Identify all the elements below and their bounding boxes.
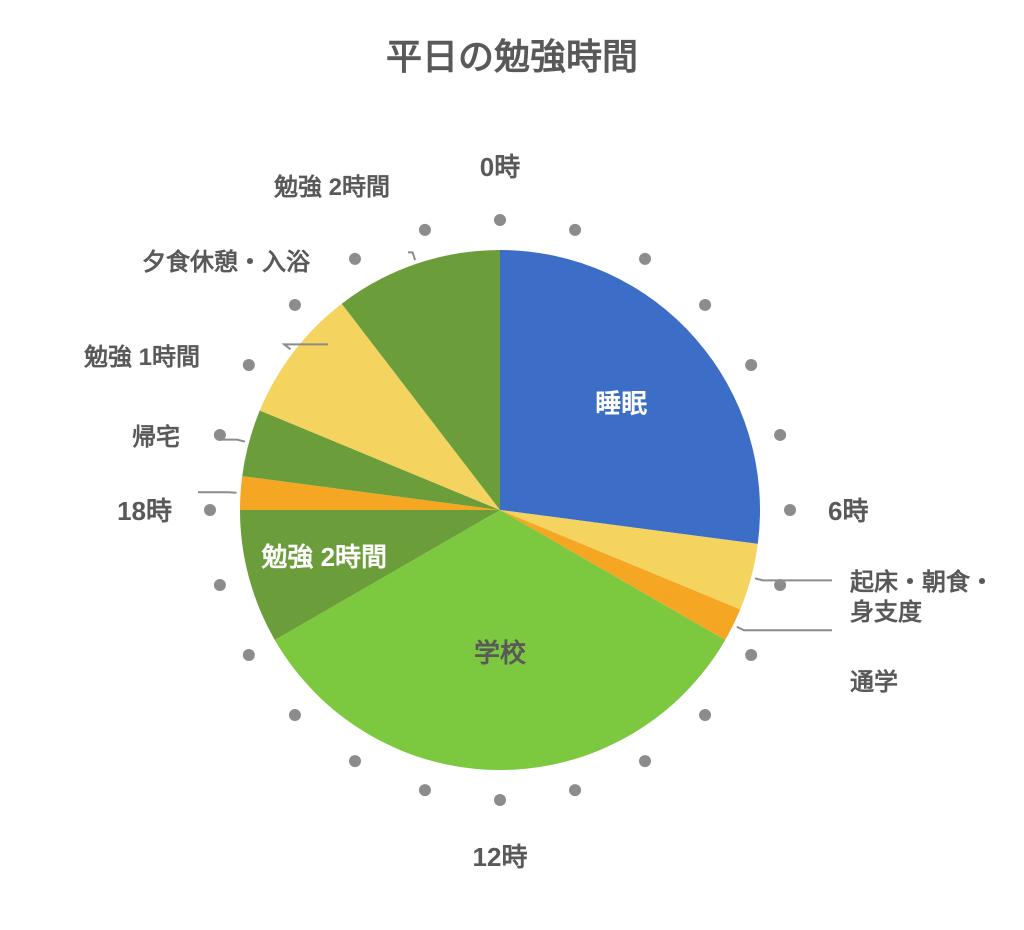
clock-tick-dot bbox=[214, 579, 226, 591]
clock-tick-dot bbox=[204, 504, 216, 516]
callout-label-wake: 起床・朝食・身支度 bbox=[849, 568, 994, 626]
leader-line-commute bbox=[737, 627, 832, 631]
clock-hour-label: 12時 bbox=[473, 842, 528, 872]
clock-tick-dot bbox=[569, 224, 581, 236]
clock-tick-dot bbox=[494, 794, 506, 806]
clock-tick-dot bbox=[419, 784, 431, 796]
callout-label-study-2h-b: 勉強 2時間 bbox=[273, 173, 390, 201]
clock-tick-dot bbox=[639, 253, 651, 265]
clock-tick-dot bbox=[494, 214, 506, 226]
leader-line-wake bbox=[755, 578, 832, 580]
leader-line-study-2h-b bbox=[408, 252, 415, 260]
clock-tick-dot bbox=[745, 649, 757, 661]
clock-tick-dot bbox=[784, 504, 796, 516]
callout-label-dinner-bath: 夕食休憩・入浴 bbox=[142, 248, 311, 276]
leader-line-home bbox=[198, 492, 237, 493]
callout-label-commute: 通学 bbox=[850, 668, 898, 696]
callout-label-study-1h: 勉強 1時間 bbox=[83, 343, 200, 371]
slice-label-school: 学校 bbox=[474, 638, 527, 668]
clock-tick-dot bbox=[243, 649, 255, 661]
pie-chart: 0時 6時 12時 18時 睡眠学校 勉強 2時間起床・朝食・身支度通学 帰宅 勉強 1時間 夕… bbox=[0, 80, 1024, 930]
chart-title: 平日の勉強時間 bbox=[0, 0, 1024, 80]
clock-tick-dot bbox=[289, 709, 301, 721]
clock-tick-dot bbox=[639, 755, 651, 767]
callout-label-home: 帰宅 bbox=[132, 423, 180, 451]
clock-tick-dot bbox=[289, 299, 301, 311]
clock-tick-dot bbox=[569, 784, 581, 796]
clock-tick-dot bbox=[699, 709, 711, 721]
leader-line-study-1h bbox=[218, 440, 245, 442]
clock-tick-dot bbox=[699, 299, 711, 311]
slice-label-study-2h-a: 勉強 2時間 bbox=[260, 542, 387, 572]
clock-tick-dot bbox=[419, 224, 431, 236]
clock-hour-label: 18時 bbox=[117, 496, 172, 526]
clock-tick-dot bbox=[774, 429, 786, 441]
slice-label-sleep: 睡眠 bbox=[595, 389, 647, 419]
clock-tick-dot bbox=[243, 359, 255, 371]
clock-tick-dot bbox=[349, 755, 361, 767]
clock-hour-label: 0時 bbox=[480, 152, 520, 182]
clock-hour-label: 6時 bbox=[828, 496, 868, 526]
clock-tick-dot bbox=[745, 359, 757, 371]
clock-tick-dot bbox=[349, 253, 361, 265]
